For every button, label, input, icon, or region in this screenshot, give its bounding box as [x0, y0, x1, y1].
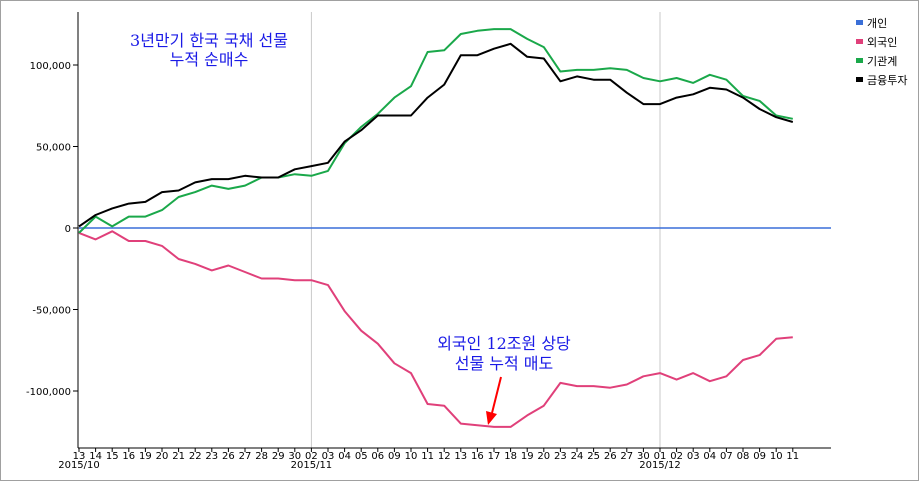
y-axis: 100,000 50,000 0 -50,000 -100,000	[26, 12, 79, 448]
x-tick-label: 16	[471, 451, 484, 462]
x-tick-label: 06	[371, 451, 384, 462]
y-tick-label: 50,000	[36, 143, 71, 154]
x-tick-label: 08	[737, 451, 750, 462]
legend-swatch-1	[856, 39, 863, 44]
x-tick-label: 02	[670, 451, 683, 462]
x-tick-label: 17	[488, 451, 501, 462]
x-tick-label: 30	[637, 451, 650, 462]
x-tick-label: 03	[687, 451, 700, 462]
x-tick-label: 20	[156, 451, 169, 462]
x-tick-label: 11	[786, 451, 799, 462]
series-group	[78, 28, 831, 428]
month-label: 2015/10	[58, 460, 100, 471]
x-tick-label: 22	[189, 451, 202, 462]
x-tick-label: 16	[122, 451, 135, 462]
legend-label-2: 기관계	[867, 55, 897, 68]
x-tick-label: 21	[172, 451, 185, 462]
x-tick-label: 01	[654, 451, 667, 462]
x-tick-label: 10	[770, 451, 783, 462]
x-tick-label: 15	[106, 451, 119, 462]
chart-title-line2: 누적 순매수	[170, 50, 249, 69]
x-tick-label: 18	[504, 451, 517, 462]
x-tick-label: 09	[388, 451, 401, 462]
x-tick-label: 03	[322, 451, 335, 462]
x-tick-label: 13	[73, 451, 86, 462]
chart-title-line1: 3년만기 한국 국채 선물	[130, 31, 288, 50]
arrow-head	[486, 411, 497, 425]
series-line-1	[78, 230, 793, 428]
x-tick-label: 10	[405, 451, 418, 462]
x-axis: 13 14 15 16 19 20 21 22 23 26 27 28 29 30 02 03 04 05 06 09…	[58, 447, 831, 471]
legend-swatch-0	[856, 20, 863, 25]
x-tick-label: 09	[753, 451, 766, 462]
x-tick-label: 29	[272, 451, 285, 462]
annotations: 3년만기 한국 국채 선물 누적 순매수 외국인 12조원 상당 선물 누적 매…	[130, 31, 571, 425]
y-tick-label: -50,000	[32, 306, 71, 317]
x-tick-label: 26	[604, 451, 617, 462]
legend-label-1: 외국인	[867, 36, 897, 49]
x-tick-label: 27	[239, 451, 252, 462]
x-tick-label: 28	[255, 451, 268, 462]
series-line-2	[78, 28, 793, 234]
foreign-note-line1: 외국인 12조원 상당	[437, 334, 571, 353]
legend-label-3: 금융투자	[867, 74, 907, 87]
foreign-note-line2: 선물 누적 매도	[455, 354, 554, 373]
x-tick-label: 23	[205, 451, 218, 462]
legend-label-0: 개인	[867, 17, 887, 30]
x-tick-label: 07	[720, 451, 733, 462]
y-tick-label: -100,000	[26, 387, 71, 398]
x-tick-label: 05	[355, 451, 368, 462]
x-tick-label: 30	[288, 451, 301, 462]
y-tick-label: 0	[65, 224, 71, 235]
x-tick-label: 11	[421, 451, 434, 462]
month-label: 2015/12	[639, 460, 681, 471]
x-tick-label: 27	[620, 451, 633, 462]
series-line-3	[78, 42, 794, 228]
x-tick-label: 12	[438, 451, 451, 462]
x-tick-label: 19	[139, 451, 152, 462]
month-label: 2015/11	[291, 460, 333, 471]
y-tick-label: 100,000	[30, 61, 71, 72]
x-tick-label: 20	[537, 451, 550, 462]
x-tick-label: 26	[222, 451, 235, 462]
x-tick-label: 14	[89, 451, 102, 462]
x-tick-label: 13	[454, 451, 467, 462]
x-tick-label: 02	[305, 451, 318, 462]
x-tick-label: 04	[338, 451, 351, 462]
legend-swatch-3	[856, 77, 863, 82]
x-tick-label: 23	[554, 451, 567, 462]
x-tick-label: 04	[703, 451, 716, 462]
x-tick-label: 24	[571, 451, 584, 462]
arrow-shaft	[491, 376, 502, 414]
x-tick-label: 19	[521, 451, 534, 462]
legend-swatch-2	[856, 58, 863, 63]
x-tick-label: 25	[587, 451, 600, 462]
